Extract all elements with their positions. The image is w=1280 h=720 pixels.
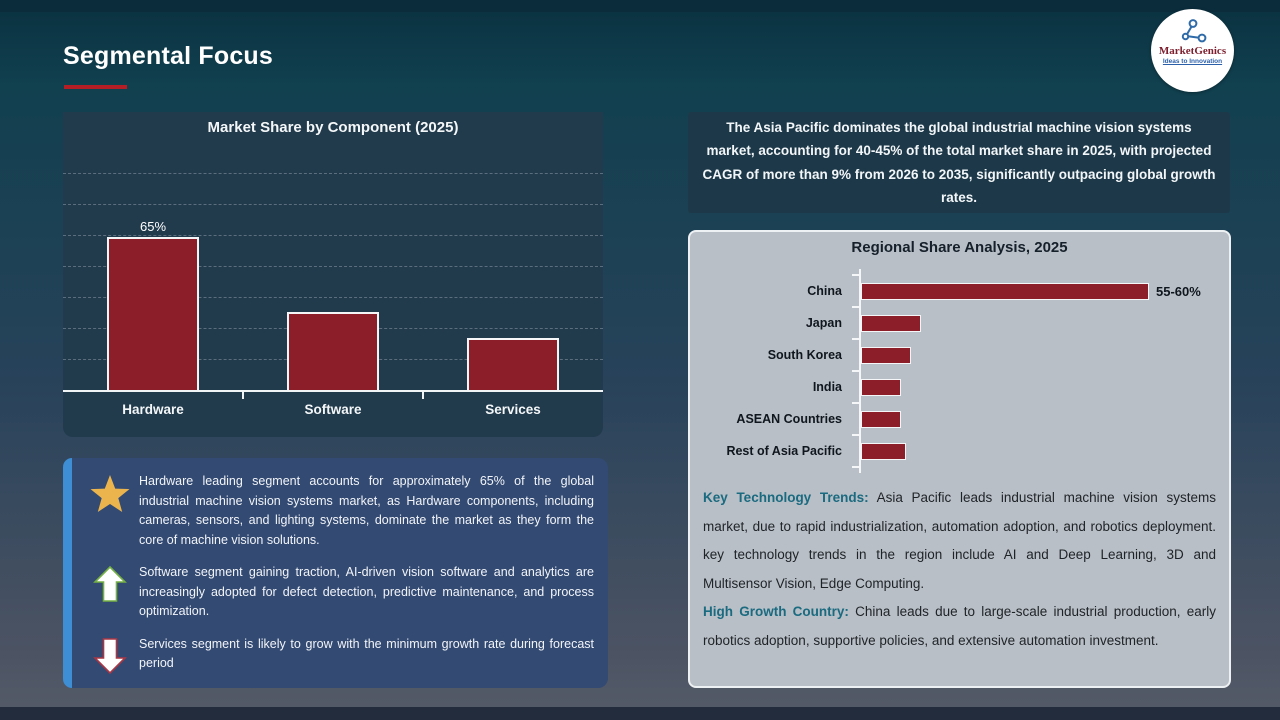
regional-panel-title: Regional Share Analysis, 2025 [851, 239, 1068, 256]
regional-text-block: Key Technology Trends: Asia Pacific lead… [690, 484, 1229, 656]
bar-hardware [107, 237, 199, 390]
component-chart-categories: Hardware Software Services [63, 402, 603, 417]
logo-tagline: Ideas to Innovation [1162, 58, 1223, 66]
headline-text: The Asia Pacific dominates the global in… [702, 120, 1216, 205]
bar-china [861, 282, 1149, 300]
headline-box: The Asia Pacific dominates the global in… [688, 112, 1230, 213]
axis-tick [852, 434, 860, 436]
network-icon [1181, 19, 1206, 43]
region-label: Rest of Asia Pacific [726, 444, 842, 458]
insight-accent-bar [63, 458, 72, 688]
bar-south-korea [861, 346, 911, 364]
arrow-down-icon [81, 635, 139, 675]
gridline [63, 204, 603, 205]
bar-rest-of-asia-pacific [861, 442, 906, 460]
region-label: Japan [805, 316, 842, 330]
x-axis-line [63, 390, 603, 392]
bar-india [861, 378, 901, 396]
axis-tick [852, 306, 860, 308]
region-label: India [812, 380, 842, 394]
regional-bar-row: Japan [690, 306, 1229, 339]
insight-text: Hardware leading segment accounts for ap… [139, 474, 594, 547]
bottom-strip [0, 707, 1280, 720]
paragraph-body: China leads due to large-scale industria… [703, 604, 1217, 649]
region-label: South Korea [767, 348, 842, 362]
top-strip [0, 0, 1280, 12]
bar-japan [861, 314, 921, 332]
paragraph-key-technology-trends: Key Technology Trends: Asia Pacific lead… [703, 484, 1216, 598]
region-label: China [807, 284, 842, 298]
regional-chart: China 55-60% Japan South Korea India ASEAN Co… [690, 269, 1229, 473]
gridline [63, 297, 603, 298]
bar-software [287, 312, 379, 390]
bar-value-label: 55-60% [1156, 283, 1201, 299]
logo-name: MarketGenics [1158, 45, 1227, 57]
axis-tick [852, 274, 860, 276]
regional-panel: Regional Share Analysis, 2025 China 55-60… [688, 230, 1231, 688]
insight-row-hardware: Hardware leading segment accounts for ap… [81, 472, 594, 550]
x-axis-tick [242, 392, 244, 399]
y-axis-line [859, 269, 861, 473]
gridline [63, 235, 603, 236]
axis-tick [852, 402, 860, 404]
gridline [63, 266, 603, 267]
region-label: ASEAN Countries [736, 412, 842, 426]
axis-tick [852, 466, 860, 468]
category-label: Hardware [122, 402, 184, 417]
bar-slot: 65% [63, 142, 243, 390]
arrow-up-icon [81, 563, 139, 603]
axis-tick [852, 338, 860, 340]
component-chart-title: Market Share by Component (2025) [207, 119, 459, 136]
x-axis-tick [422, 392, 424, 399]
category-label: Software [304, 402, 362, 417]
page-title: Segmental Focus [63, 42, 273, 70]
bar-asean-countries [861, 410, 901, 428]
insight-row-services: Services segment is likely to grow with … [81, 635, 594, 675]
regional-bar-row: Rest of Asia Pacific [690, 434, 1229, 467]
regional-chart-rows: China 55-60% Japan South Korea India ASEAN Co… [690, 274, 1229, 468]
gridline [63, 173, 603, 174]
regional-bar-row: ASEAN Countries [690, 402, 1229, 435]
insight-box: Hardware leading segment accounts for ap… [63, 458, 608, 688]
category-label: Services [485, 402, 541, 417]
paragraph-lead: Key Technology Trends: [703, 490, 869, 505]
regional-bar-row: China 55-60% [690, 274, 1229, 307]
axis-tick [852, 370, 860, 372]
paragraph-lead: High Growth Country: [703, 604, 849, 620]
bar-slot [243, 142, 423, 390]
regional-bar-row: India [690, 370, 1229, 403]
insight-text: Services segment is likely to grow with … [139, 636, 594, 671]
insight-text: Software segment gaining traction, AI-dr… [139, 565, 594, 618]
title-underline [64, 85, 127, 89]
marketgenics-logo: MarketGenics Ideas to Innovation [1151, 9, 1234, 92]
paragraph-high-growth-country: High Growth Country: China leads due to … [703, 598, 1216, 655]
insight-row-software: Software segment gaining traction, AI-dr… [81, 563, 594, 622]
component-chart-plot: 65% [63, 142, 603, 390]
star-icon [81, 472, 139, 514]
regional-bar-row: South Korea [690, 338, 1229, 371]
bar-services [467, 338, 559, 390]
component-chart-panel: Market Share by Component (2025) 65% Har… [63, 112, 603, 437]
paragraph-body: Asia Pacific leads industrial machine vi… [703, 490, 1216, 591]
bar-slot [423, 142, 603, 390]
bar-value-label: 65% [139, 219, 167, 234]
